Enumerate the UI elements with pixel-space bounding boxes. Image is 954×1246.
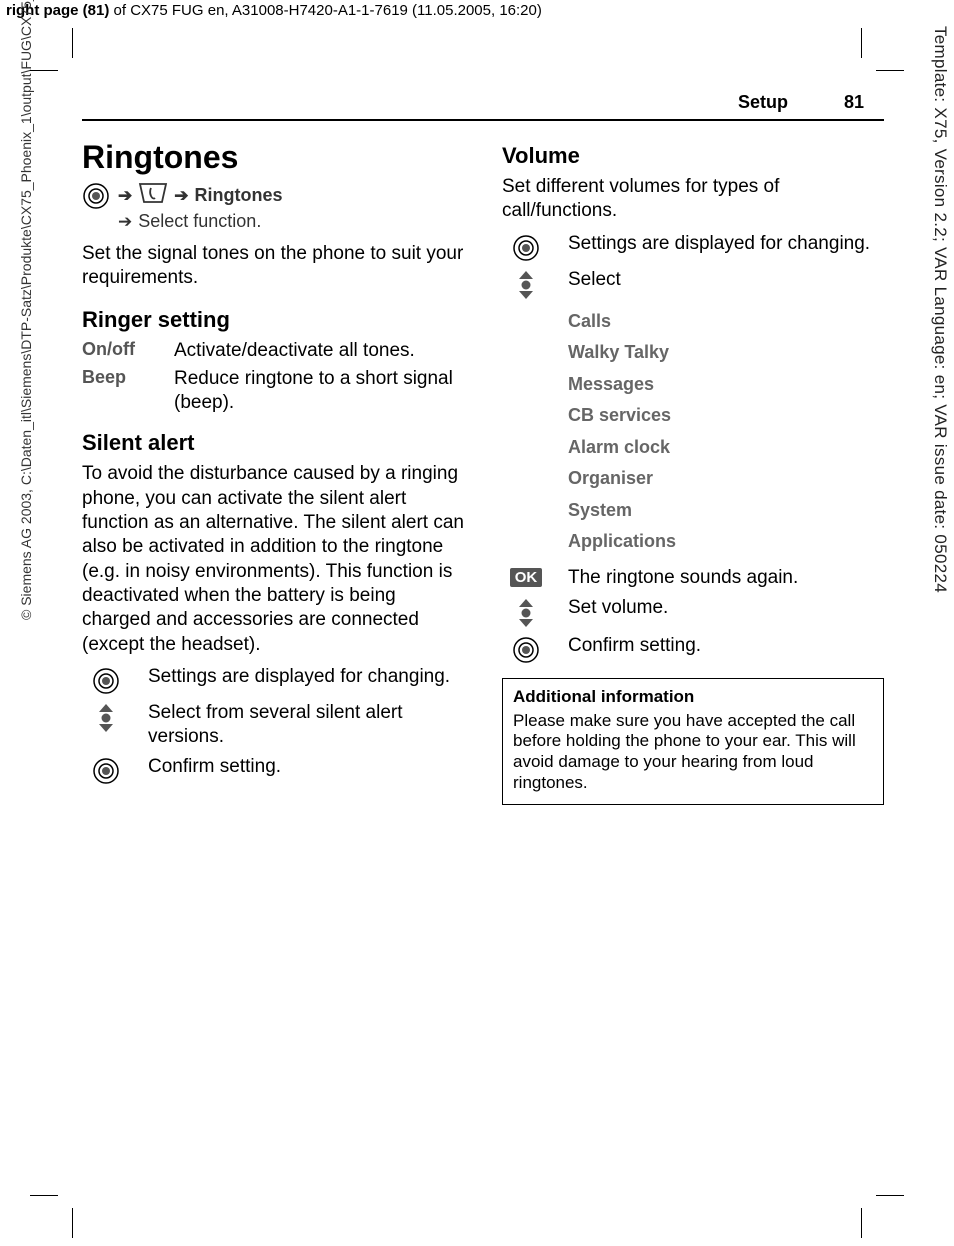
right-margin-text: Template: X75, Version 2.2; VAR Language… — [930, 26, 950, 593]
menu-item: Alarm clock — [568, 432, 884, 464]
step-row: Settings are displayed for changing. — [82, 665, 464, 695]
def-desc: Reduce ringtone to a short signal (beep)… — [174, 367, 464, 415]
menu-item: Applications — [568, 526, 884, 558]
crop-mark — [861, 1208, 862, 1238]
nav-updown-icon — [82, 701, 130, 733]
silent-alert-heading: Silent alert — [82, 430, 464, 456]
step-text: The ringtone sounds again. — [568, 566, 798, 590]
def-row-onoff: On/off Activate/deactivate all tones. — [82, 339, 464, 363]
step-row: Set volume. — [502, 596, 884, 628]
step-text: Settings are displayed for changing. — [148, 665, 450, 689]
step-text: Confirm setting. — [148, 755, 281, 779]
crop-mark — [876, 1195, 904, 1196]
def-desc: Activate/deactivate all tones. — [174, 339, 415, 363]
step-row: Select from several silent alert version… — [82, 701, 464, 749]
ok-softkey-icon: OK — [502, 566, 550, 587]
nav-select-function: Select function. — [138, 211, 261, 232]
left-column: Ringtones ➔ ➔ Ringtones ➔ — [82, 139, 464, 805]
nav-ringtones-label: Ringtones — [195, 185, 283, 206]
crop-mark — [30, 70, 58, 71]
center-key-icon — [502, 634, 550, 664]
step-text: Confirm setting. — [568, 634, 701, 658]
settings-menu-icon — [138, 182, 168, 209]
def-term: On/off — [82, 339, 164, 363]
page-title: Ringtones — [82, 139, 464, 176]
menu-item: Calls — [568, 306, 884, 338]
ringer-setting-heading: Ringer setting — [82, 307, 464, 333]
menu-item: Organiser — [568, 463, 884, 495]
center-key-icon — [82, 182, 110, 215]
silent-alert-body: To avoid the disturbance caused by a rin… — [82, 462, 464, 657]
arrow-icon: ➔ — [118, 186, 132, 206]
center-key-icon — [82, 755, 130, 785]
crop-mark — [72, 28, 73, 58]
step-row: OK The ringtone sounds again. — [502, 566, 884, 590]
volume-heading: Volume — [502, 143, 884, 169]
menu-item: Walky Talky — [568, 337, 884, 369]
step-row: Settings are displayed for changing. — [502, 232, 884, 262]
center-key-icon — [502, 232, 550, 262]
arrow-icon: ➔ — [118, 212, 132, 232]
step-row: Select — [502, 268, 884, 300]
menu-path: ➔ ➔ Ringtones ➔ Select function. — [82, 182, 464, 232]
step-row: Confirm setting. — [82, 755, 464, 785]
def-term: Beep — [82, 367, 164, 415]
running-head: Setup 81 — [82, 92, 884, 121]
step-text: Set volume. — [568, 596, 668, 620]
step-text: Settings are displayed for changing. — [568, 232, 870, 256]
step-text: Select from several silent alert version… — [148, 701, 464, 749]
crop-mark — [876, 70, 904, 71]
page-content: Setup 81 Ringtones ➔ ➔ Ringtones — [82, 92, 884, 805]
volume-intro: Set different volumes for types of call/… — [502, 175, 884, 224]
crop-mark — [861, 28, 862, 58]
page-number: 81 — [844, 92, 864, 113]
arrow-icon: ➔ — [174, 186, 188, 206]
right-column: Volume Set different volumes for types o… — [502, 139, 884, 805]
nav-updown-icon — [502, 268, 550, 300]
crop-mark — [72, 1208, 73, 1238]
crop-header-rest: of CX75 FUG en, A31008-H7420-A1-1-7619 (… — [109, 2, 542, 19]
step-row: Confirm setting. — [502, 634, 884, 664]
menu-item: System — [568, 495, 884, 527]
info-title: Additional information — [513, 687, 873, 707]
menu-item: Messages — [568, 369, 884, 401]
def-row-beep: Beep Reduce ringtone to a short signal (… — [82, 367, 464, 415]
crop-mark — [30, 1195, 58, 1196]
nav-updown-icon — [502, 596, 550, 628]
crop-header: right page (81) of CX75 FUG en, A31008-H… — [6, 2, 542, 19]
section-name: Setup — [738, 92, 788, 113]
additional-info-box: Additional information Please make sure … — [502, 678, 884, 805]
left-margin-text: © Siemens AG 2003, C:\Daten_itl\Siemens\… — [18, 0, 34, 620]
info-body: Please make sure you have accepted the c… — [513, 711, 873, 794]
volume-menu-list: Calls Walky Talky Messages CB services A… — [568, 306, 884, 558]
intro-text: Set the signal tones on the phone to sui… — [82, 242, 464, 291]
step-text: Select — [568, 268, 621, 292]
menu-item: CB services — [568, 400, 884, 432]
center-key-icon — [82, 665, 130, 695]
